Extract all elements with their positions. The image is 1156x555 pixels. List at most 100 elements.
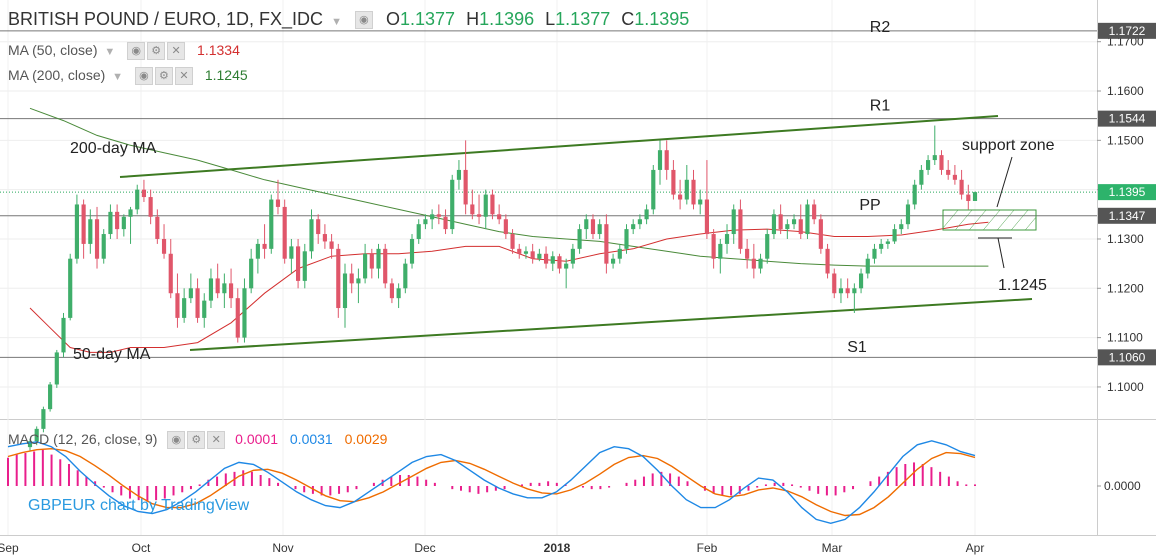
- eye-icon[interactable]: ◉: [167, 431, 186, 450]
- close-icon[interactable]: ✕: [207, 431, 226, 450]
- candle-body: [631, 224, 636, 230]
- candle-body: [175, 293, 180, 318]
- candle-body: [168, 253, 173, 294]
- candle-body: [396, 288, 401, 299]
- candle-body: [537, 253, 542, 259]
- candle-body: [691, 179, 696, 205]
- candle-body: [617, 248, 622, 259]
- candle-body: [423, 219, 428, 225]
- candle-body: [443, 216, 448, 230]
- candle-body: [81, 204, 86, 244]
- settings-icon[interactable]: ⚙: [154, 67, 173, 86]
- candle-body: [899, 224, 904, 230]
- candle-body: [946, 169, 951, 175]
- candle-body: [470, 204, 475, 215]
- price-tag-r2: [1098, 22, 1156, 39]
- candle-body: [684, 179, 689, 200]
- settings-icon[interactable]: ⚙: [187, 431, 206, 450]
- candle-body: [121, 216, 126, 230]
- chevron-down-icon[interactable]: ▼: [104, 46, 116, 58]
- ma50-legend: MA (50, close) ▼ ◉ ⚙ ✕ 1.1334: [8, 42, 240, 61]
- eye-icon[interactable]: ◉: [354, 11, 373, 30]
- ma50-label[interactable]: MA (50, close): [8, 42, 98, 58]
- eye-icon[interactable]: ◉: [134, 67, 153, 86]
- candle-body: [235, 298, 240, 338]
- y-tick-label: 1.1100: [1107, 331, 1143, 345]
- candle-body: [195, 288, 200, 318]
- ma200-value: 1.1245: [204, 67, 248, 83]
- candle-body: [597, 224, 602, 235]
- candle-body: [222, 283, 227, 294]
- candle-body: [624, 229, 629, 249]
- candle-body: [698, 199, 703, 205]
- candle-body: [818, 219, 823, 249]
- candle-body: [825, 248, 830, 274]
- candle-body: [34, 428, 39, 442]
- support-zone-box: [942, 209, 1037, 231]
- x-tick-label: 2018: [544, 541, 571, 555]
- candle-body: [242, 288, 247, 338]
- x-tick-label: Nov: [272, 541, 293, 555]
- candle-body: [932, 155, 937, 161]
- candle-body: [215, 278, 220, 294]
- candle-body: [966, 194, 971, 202]
- drawing-annotations: 200-day MA 50-day MA support zone 1.1245: [70, 137, 1055, 363]
- candle-body: [751, 258, 756, 269]
- candle-body: [309, 219, 314, 252]
- candle-body: [678, 194, 683, 200]
- candle-body: [228, 283, 234, 299]
- candle-body: [657, 150, 663, 170]
- candle-body: [68, 258, 73, 318]
- pivot-levels: R2 R1 PP S1: [0, 19, 1097, 358]
- candle-body: [101, 234, 106, 259]
- candle-body: [302, 251, 307, 281]
- candle-body: [838, 288, 844, 294]
- symbol-title[interactable]: BRITISH POUND / EURO, 1D, FX_IDC: [8, 9, 324, 29]
- macd-label[interactable]: MACD (12, 26, close, 9): [8, 431, 158, 447]
- candle-body: [61, 317, 66, 353]
- settings-icon[interactable]: ⚙: [147, 42, 166, 61]
- y-tick-label: 1.1600: [1107, 84, 1144, 98]
- candle-body: [161, 238, 167, 254]
- chevron-down-icon[interactable]: ▼: [112, 71, 124, 83]
- y-tick-label: 1.1300: [1107, 232, 1144, 246]
- macd-legend: MACD (12, 26, close, 9) ◉ ⚙ ✕ 0.0001 0.003…: [8, 431, 387, 450]
- price-tag-label: 1.1544: [1109, 112, 1146, 126]
- y-tick-label: 1.1500: [1107, 133, 1144, 147]
- price-scale-tags: 1.1722 1.1544 1.1347 1.1060 1.1395: [1098, 22, 1156, 366]
- high-label: H: [466, 9, 480, 29]
- close-icon[interactable]: ✕: [174, 67, 193, 86]
- macd-y-tick-label: 0.0000: [1104, 479, 1141, 493]
- candle-body: [456, 169, 462, 180]
- candle-body: [141, 189, 147, 198]
- price-tag-label: 1.1347: [1109, 209, 1146, 223]
- chevron-down-icon[interactable]: ▼: [331, 16, 342, 28]
- candle-body: [349, 273, 354, 284]
- candle-body: [188, 288, 193, 299]
- ma50-value: 1.1334: [197, 42, 240, 58]
- candle-body: [972, 192, 978, 202]
- candle-body: [416, 224, 421, 239]
- support-zone-pointer: [996, 156, 1013, 208]
- ma200-label[interactable]: MA (200, close): [8, 67, 106, 83]
- candle-body: [731, 209, 736, 235]
- candle-body: [865, 258, 870, 274]
- candle-body: [711, 234, 716, 259]
- x-tick-label: Feb: [697, 541, 718, 555]
- candle-body: [952, 174, 957, 180]
- macd-line-value: 0.0031: [289, 431, 333, 447]
- eye-icon[interactable]: ◉: [127, 42, 146, 61]
- candle-body: [269, 199, 274, 249]
- candle-body: [389, 283, 394, 299]
- low-label: L: [545, 9, 556, 29]
- candle-body: [262, 243, 267, 249]
- price-tag-s1: [1098, 349, 1156, 366]
- candle-body: [363, 253, 368, 279]
- close-icon[interactable]: ✕: [167, 42, 186, 61]
- candle-body: [812, 204, 817, 220]
- candle-body: [912, 184, 917, 205]
- candle-body: [88, 219, 93, 244]
- candle-body: [584, 219, 589, 230]
- candle-body: [704, 199, 709, 235]
